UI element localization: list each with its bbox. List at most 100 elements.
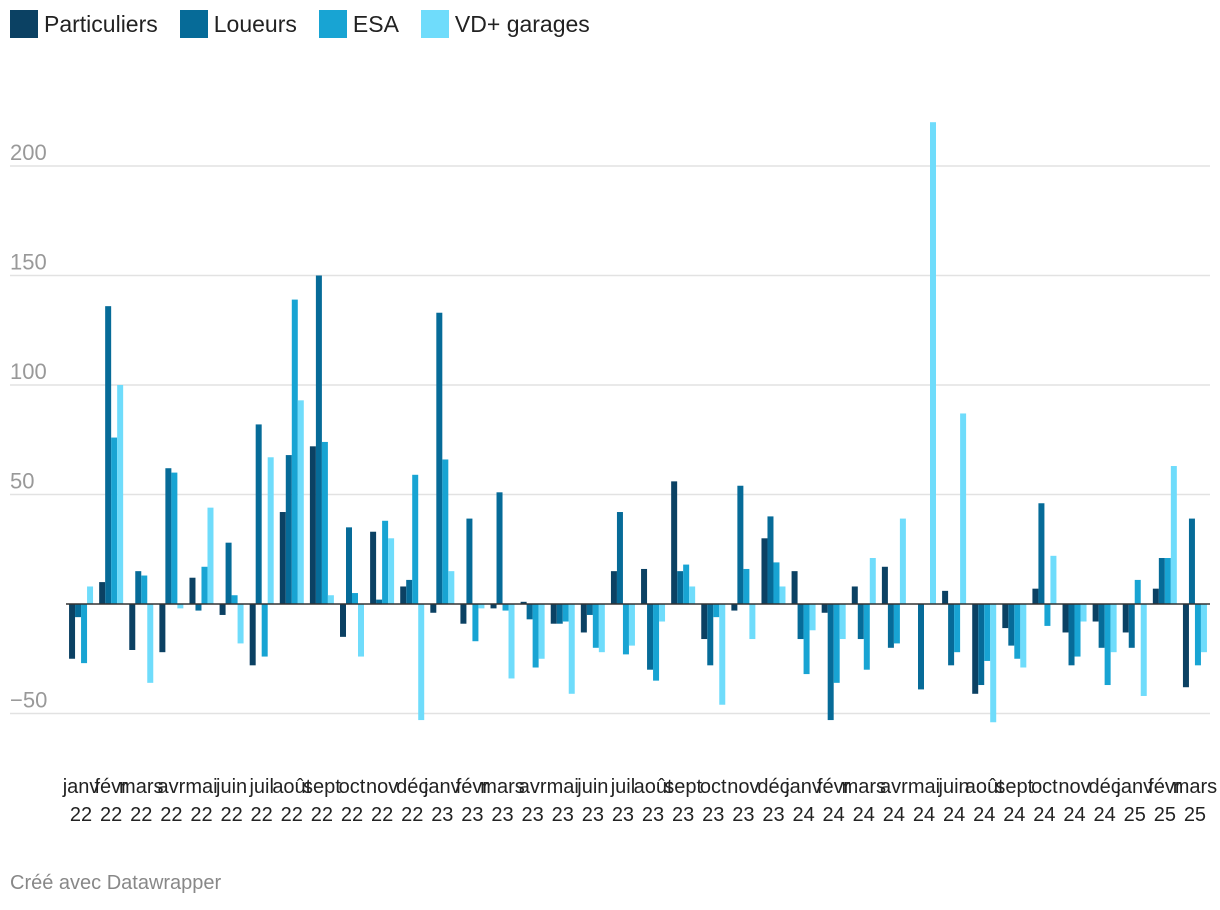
x-tick-month: avr xyxy=(880,776,908,798)
x-tick-month: sept xyxy=(303,776,341,798)
x-tick-year: 24 xyxy=(1094,804,1116,826)
labels-layer: −5050100150200janv22févr22mars22avr22mai… xyxy=(10,140,1217,826)
bar-esa-7 xyxy=(291,299,298,604)
bar-vd-garages-16 xyxy=(568,604,575,694)
bar-particuliers-23 xyxy=(761,538,768,604)
bar-esa-9 xyxy=(352,593,358,604)
bar-esa-11 xyxy=(412,474,419,604)
x-tick-month: nov xyxy=(727,776,759,798)
bar-loueurs-21 xyxy=(707,604,714,666)
x-tick-year: 22 xyxy=(160,804,182,826)
bar-loueurs-32 xyxy=(1038,503,1045,604)
x-tick-year: 25 xyxy=(1124,804,1146,826)
x-tick-year: 22 xyxy=(371,804,393,826)
bar-loueurs-4 xyxy=(195,604,202,611)
bar-particuliers-4 xyxy=(189,577,196,604)
legend: Particuliers Loueurs ESA VD+ garages xyxy=(10,10,590,38)
bar-esa-0 xyxy=(81,604,88,664)
bar-loueurs-23 xyxy=(767,516,774,604)
bar-vd-garages-17 xyxy=(598,604,605,653)
bar-particuliers-35 xyxy=(1122,604,1129,633)
bar-esa-2 xyxy=(141,575,148,604)
x-tick-month: août xyxy=(965,776,1004,798)
bar-particuliers-14 xyxy=(490,604,497,609)
bar-esa-20 xyxy=(683,564,690,604)
bar-vd-garages-13 xyxy=(478,604,485,609)
x-tick-month: oct xyxy=(700,776,727,798)
x-tick-month: avr xyxy=(157,776,185,798)
x-tick-year: 23 xyxy=(672,804,694,826)
legend-label-loueurs: Loueurs xyxy=(213,10,297,37)
x-tick-year: 23 xyxy=(762,804,784,826)
bar-vd-garages-8 xyxy=(327,595,334,604)
bar-vd-garages-33 xyxy=(1080,604,1087,622)
bar-vd-garages-9 xyxy=(358,604,364,657)
bar-loueurs-24 xyxy=(797,604,804,640)
x-tick-year: 25 xyxy=(1154,804,1176,826)
bar-loueurs-27 xyxy=(887,604,894,648)
bar-particuliers-36 xyxy=(1152,588,1159,604)
x-tick-year: 24 xyxy=(823,804,845,826)
bar-particuliers-26 xyxy=(851,586,858,604)
bar-esa-17 xyxy=(592,604,599,648)
bar-esa-32 xyxy=(1044,604,1051,626)
bar-particuliers-0 xyxy=(69,604,76,659)
x-tick-year: 24 xyxy=(792,804,814,826)
x-tick-year: 22 xyxy=(401,804,423,826)
bar-particuliers-20 xyxy=(671,481,678,604)
x-tick-year: 23 xyxy=(491,804,513,826)
bar-particuliers-37 xyxy=(1182,604,1189,688)
bar-vd-garages-14 xyxy=(508,604,515,679)
bar-particuliers-7 xyxy=(279,512,286,604)
bar-particuliers-18 xyxy=(610,571,617,604)
bar-loueurs-30 xyxy=(978,604,985,686)
x-tick-year: 23 xyxy=(431,804,453,826)
x-tick-month: mai xyxy=(185,776,217,798)
bar-loueurs-26 xyxy=(857,604,864,640)
bar-vd-garages-5 xyxy=(237,604,244,644)
bar-loueurs-17 xyxy=(586,604,593,615)
bar-loueurs-28 xyxy=(918,604,924,690)
bar-loueurs-3 xyxy=(165,468,172,604)
x-tick-month: nov xyxy=(1058,776,1090,798)
bar-esa-22 xyxy=(743,568,750,604)
bar-vd-garages-31 xyxy=(1020,604,1027,668)
bar-vd-garages-3 xyxy=(177,604,184,609)
bar-particuliers-30 xyxy=(972,604,979,694)
bar-particuliers-15 xyxy=(520,601,527,604)
bar-loueurs-0 xyxy=(75,604,82,618)
legend-swatch-vd-garages xyxy=(420,10,449,38)
x-tick-month: déc xyxy=(396,776,428,798)
grid-layer xyxy=(10,165,1210,715)
bar-loueurs-12 xyxy=(436,312,443,604)
bar-esa-36 xyxy=(1164,558,1171,604)
bar-vd-garages-24 xyxy=(809,604,816,631)
bar-esa-23 xyxy=(773,562,780,604)
x-tick-month: janv xyxy=(1115,776,1153,798)
bar-esa-21 xyxy=(713,604,720,618)
bar-vd-garages-0 xyxy=(87,586,94,604)
bar-loueurs-13 xyxy=(466,518,473,604)
x-tick-year: 23 xyxy=(702,804,724,826)
x-tick-month: mars xyxy=(480,776,524,798)
bar-vd-garages-22 xyxy=(749,604,756,640)
x-tick-year: 22 xyxy=(100,804,122,826)
x-tick-year: 24 xyxy=(913,804,935,826)
bar-esa-14 xyxy=(502,604,509,611)
bar-esa-8 xyxy=(321,441,328,604)
bar-esa-16 xyxy=(562,604,569,622)
bar-loueurs-34 xyxy=(1098,604,1105,648)
x-tick-month: sept xyxy=(995,776,1033,798)
x-tick-month: août xyxy=(272,776,311,798)
bar-esa-13 xyxy=(472,604,479,642)
x-tick-month: juil xyxy=(248,776,273,798)
x-tick-month: mai xyxy=(908,776,940,798)
bar-particuliers-16 xyxy=(550,604,557,624)
y-tick-label: −50 xyxy=(10,688,47,713)
bar-loueurs-33 xyxy=(1068,604,1075,666)
bar-vd-garages-7 xyxy=(297,400,304,604)
bar-vd-garages-28 xyxy=(930,122,936,604)
bar-loueurs-5 xyxy=(225,542,232,604)
bar-vd-garages-11 xyxy=(418,604,425,721)
x-tick-year: 24 xyxy=(883,804,905,826)
